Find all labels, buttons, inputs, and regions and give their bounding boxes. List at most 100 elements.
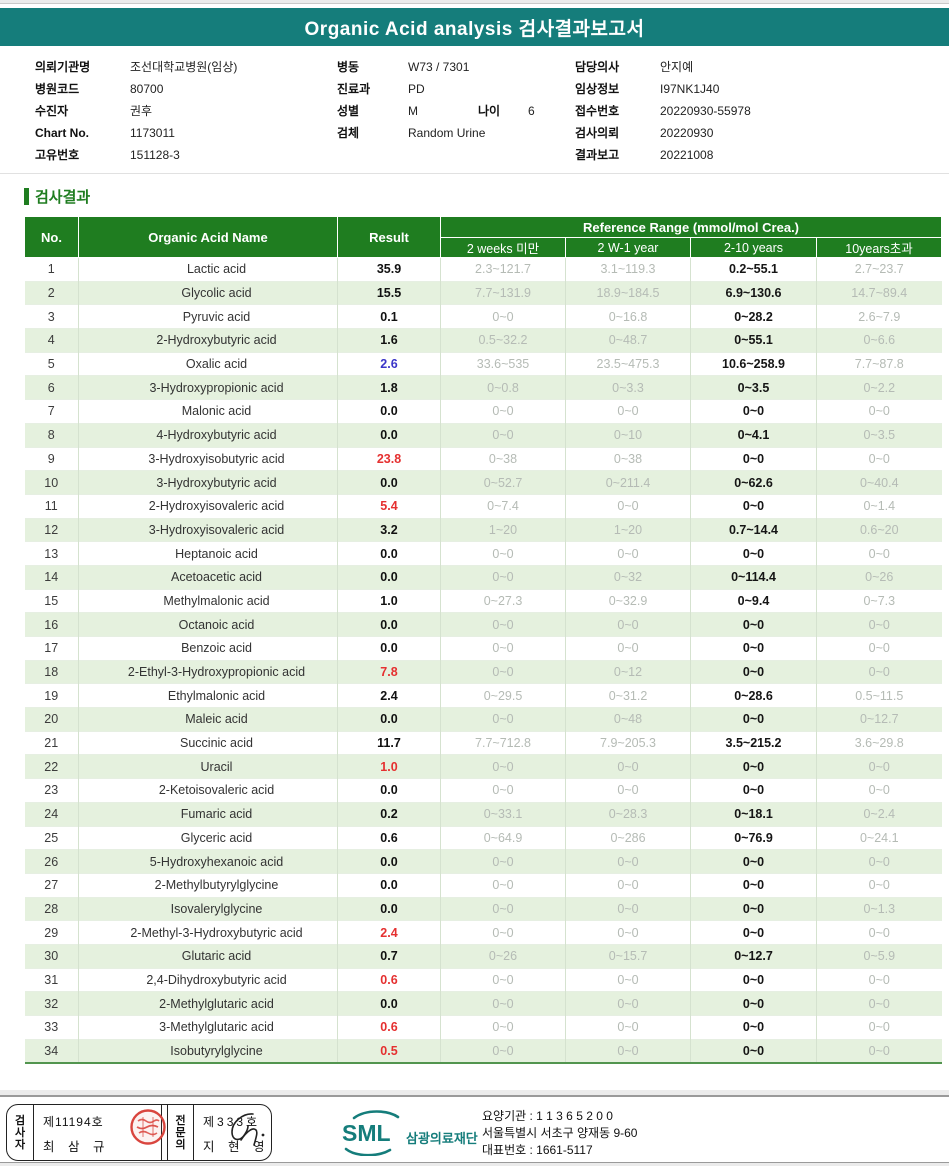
ref-2w-1year: 3.1~119.3 [565, 257, 691, 282]
ref-2-10years: 0~0 [690, 754, 817, 779]
ref-2w-1year: 0~0 [565, 493, 691, 519]
ref-2weeks: 0~0 [440, 1038, 566, 1063]
organization-name: 삼광의료재단 [406, 1131, 478, 1146]
acid-name: 3-Hydroxyisobutyric acid [78, 446, 338, 471]
table-row: 27 2-Methylbutyrylglycine 0.0 0~0 0~0 0~0 0~0 [24, 872, 942, 898]
acid-name: 2,4-Dihydroxybutyric acid [78, 967, 338, 992]
ref-2-10years: 0~0 [690, 1015, 817, 1040]
result-value: 0.0 [337, 896, 441, 921]
info-label: 의뢰기관명 [35, 60, 91, 74]
ref-2w-1year: 7.9~205.3 [565, 730, 691, 755]
result-value: 0.1 [337, 304, 441, 329]
info-row: 고유번호 151128-3 [35, 144, 237, 166]
col-header-ref-2weeks: 2 weeks 미만 [440, 237, 566, 258]
ref-over-10years: 0~6.6 [815, 328, 942, 353]
result-value: 5.4 [337, 493, 441, 519]
ref-2-10years: 0.7~14.4 [690, 517, 817, 542]
row-number: 5 [24, 351, 79, 376]
table-row: 16 Octanoic acid 0.0 0~0 0~0 0~0 0~0 [24, 612, 942, 637]
ref-over-10years: 0.5~11.5 [815, 683, 942, 708]
result-value: 0.6 [337, 967, 441, 992]
ref-2w-1year: 0~0 [565, 778, 691, 803]
ref-2weeks: 0~29.5 [440, 683, 566, 708]
ref-2-10years: 3.5~215.2 [690, 730, 817, 755]
ref-2-10years: 0~0 [690, 707, 817, 732]
acid-name: 3-Hydroxybutyric acid [78, 470, 338, 495]
result-value: 0.2 [337, 801, 441, 826]
section-accent-bar [24, 188, 29, 205]
table-row: 24 Fumaric acid 0.2 0~33.1 0~28.3 0~18.1 0~2.4 [24, 801, 942, 826]
acid-name: Isovalerylglycine [78, 896, 338, 921]
ref-2weeks: 0~64.9 [440, 825, 566, 850]
ref-2weeks: 0~52.7 [440, 470, 566, 495]
ref-2w-1year: 0~32 [565, 564, 691, 590]
ref-over-10years: 0~40.4 [815, 470, 942, 495]
info-row: 병동 W73 / 7301 [337, 56, 535, 78]
result-value: 35.9 [337, 257, 441, 282]
ref-2w-1year: 0~0 [565, 991, 691, 1016]
table-row: 6 3-Hydroxypropionic acid 1.8 0~0.8 0~3.3 0~3… [24, 375, 942, 400]
ref-2-10years: 0~0 [690, 849, 817, 874]
ref-2-10years: 0~0 [690, 1038, 817, 1063]
row-number: 21 [24, 730, 79, 755]
row-number: 13 [24, 541, 79, 566]
acid-name: 3-Hydroxypropionic acid [78, 375, 338, 400]
acid-name: 2-Ethyl-3-Hydroxypropionic acid [78, 659, 338, 684]
row-number: 17 [24, 636, 79, 661]
ref-2w-1year: 1~20 [565, 517, 691, 542]
ref-2-10years: 0~76.9 [690, 825, 817, 850]
ref-over-10years: 0~0 [815, 612, 942, 637]
ref-2weeks: 0~26 [440, 943, 566, 969]
row-number: 6 [24, 375, 79, 400]
ref-2-10years: 0~0 [690, 920, 817, 945]
table-row: 13 Heptanoic acid 0.0 0~0 0~0 0~0 0~0 [24, 541, 942, 566]
col-header-no: No. [24, 216, 79, 258]
ref-over-10years: 0~0 [815, 659, 942, 684]
acid-name: 3-Hydroxyisovaleric acid [78, 517, 338, 542]
ref-2-10years: 0~62.6 [690, 470, 817, 495]
ref-2weeks: 0~0 [440, 422, 566, 447]
table-row: 28 Isovalerylglycine 0.0 0~0 0~0 0~0 0~1.3 [24, 896, 942, 921]
ref-over-10years: 0~0 [815, 754, 942, 779]
acid-name: 2-Methyl-3-Hydroxybutyric acid [78, 920, 338, 945]
acid-name: 2-Methylbutyrylglycine [78, 872, 338, 898]
info-row: 접수번호 20220930-55978 [575, 100, 751, 122]
info-value: 1173011 [130, 126, 175, 140]
table-row: 4 2-Hydroxybutyric acid 1.6 0.5~32.2 0~48.7 0… [24, 328, 942, 353]
table-row: 5 Oxalic acid 2.6 33.6~535 23.5~475.3 10.6~25… [24, 351, 942, 376]
info-value: Random Urine [408, 126, 486, 140]
info-label: 검체 [337, 126, 360, 140]
table-row: 33 3-Methylglutaric acid 0.6 0~0 0~0 0~0 0~0 [24, 1015, 942, 1040]
ref-2-10years: 0~12.7 [690, 943, 817, 969]
ref-over-10years: 0~2.4 [815, 801, 942, 826]
acid-name: Glutaric acid [78, 943, 338, 969]
result-value: 0.0 [337, 612, 441, 637]
table-row: 9 3-Hydroxyisobutyric acid 23.8 0~38 0~38 0~0… [24, 446, 942, 471]
ref-2weeks: 0~0 [440, 754, 566, 779]
report-title: Organic Acid analysis 검사결과보고서 [304, 18, 645, 40]
examiner-cert-number: 제11194호 [43, 1115, 104, 1129]
result-value: 0.0 [337, 470, 441, 495]
row-number: 33 [24, 1015, 79, 1040]
info-row: 담당의사 안지예 [575, 56, 751, 78]
ref-over-10years: 0~7.3 [815, 588, 942, 613]
info-value: 권후 [130, 104, 153, 118]
ref-2w-1year: 0~48.7 [565, 328, 691, 353]
org-info-line: 대표번호 : 1661-5117 [482, 1143, 593, 1157]
ref-2weeks: 0~0 [440, 849, 566, 874]
result-value: 23.8 [337, 446, 441, 471]
ref-2weeks: 0~7.4 [440, 493, 566, 519]
ref-2w-1year: 0~0 [565, 896, 691, 921]
acid-name: Fumaric acid [78, 801, 338, 826]
ref-2-10years: 0~0 [690, 446, 817, 471]
ref-over-10years: 3.6~29.8 [815, 730, 942, 755]
ref-2-10years: 0~3.5 [690, 375, 817, 400]
acid-name: Acetoacetic acid [78, 564, 338, 590]
patient-info-middle: 병동 W73 / 7301 진료과 PD 성별 M 나이 6 검체 Random Urine [337, 56, 535, 144]
ref-2weeks: 0~0 [440, 920, 566, 945]
ref-2w-1year: 0~211.4 [565, 470, 691, 495]
ref-2-10years: 0~0 [690, 636, 817, 661]
result-value: 0.6 [337, 825, 441, 850]
